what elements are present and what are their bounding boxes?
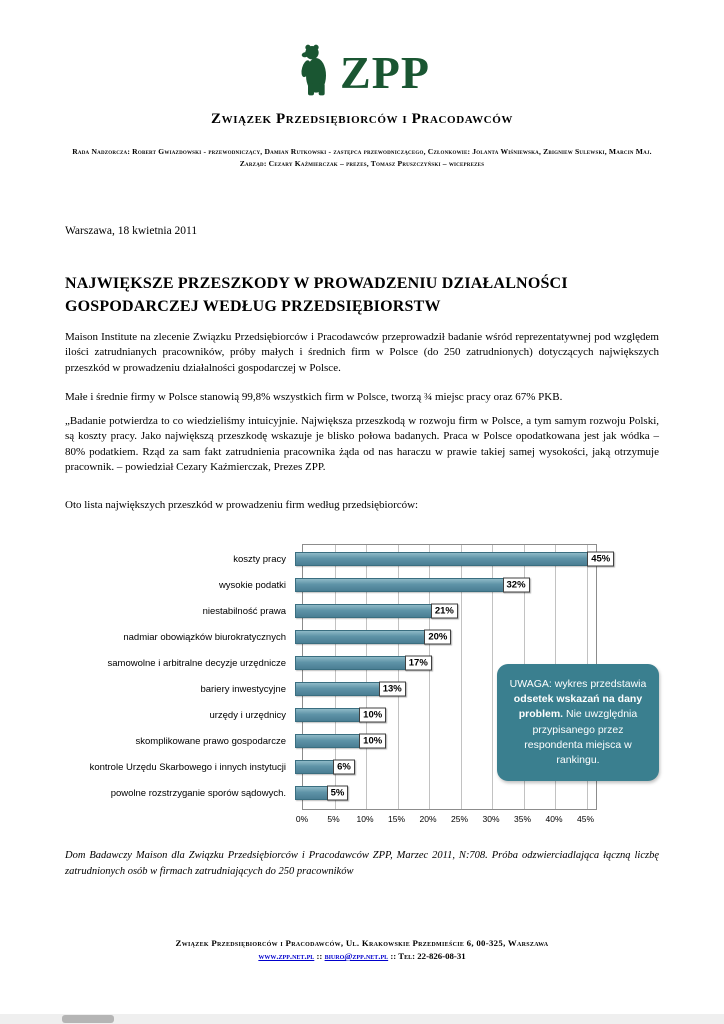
value-label: 5% [326,785,349,801]
axis-tick-label: 5% [327,814,340,824]
gridline [397,545,399,809]
footer-separator: :: [316,951,323,961]
value-label: 17% [404,655,432,671]
value-label: 20% [424,629,452,645]
chart-row: nadmiar obowiązków biurokratycznych 20% [65,624,597,650]
footer-website-link[interactable]: www.zpp.net.pl [258,951,315,961]
horizontal-scrollbar[interactable] [0,1014,724,1024]
bar [295,578,504,592]
bar-track: 5% [294,780,597,806]
category-label: urzędy i urzędnicy [209,709,286,721]
chart-row: koszty pracy 45% [65,546,615,572]
scrollbar-thumb[interactable] [62,1015,114,1023]
bar [295,630,426,644]
category-label: powolne rozstrzyganie sporów sądowych. [110,787,286,799]
bar [295,682,380,696]
organization-name: Związek Przedsiębiorców i Pracodawców [211,111,513,127]
gridline [334,545,336,809]
value-label: 10% [359,707,387,723]
bar-track: 45% [294,546,615,572]
letterhead: ZPP Związek Przedsiębiorców i Pracodawcó… [65,42,659,170]
value-label: 6% [333,759,355,775]
axis-tick-label: 40% [545,814,563,824]
gridline [460,545,462,809]
bar-track: 6% [294,754,597,780]
bar [295,708,361,722]
category-label: nadmiar obowiązków biurokratycznych [123,631,286,643]
chart-callout: UWAGA: wykres przedstawia odsetek wskaza… [497,664,659,782]
chart-row: skomplikowane prawo gospodarcze 10% [65,728,597,754]
bear-logo-icon [294,42,334,103]
bar-track: 21% [294,598,597,624]
paragraph-quote: „Badanie potwierdza to co wiedzieliśmy i… [65,415,659,474]
bar [295,760,335,774]
bar-track: 10% [294,702,597,728]
paragraph-intro: Maison Institute na zlecenie Związku Prz… [65,331,659,374]
category-label: samowolne i arbitralne decyzje urzędnicz… [107,657,286,669]
category-label: skomplikowane prawo gospodarcze [135,735,287,747]
category-label: niestabilność prawa [202,605,286,617]
chart-row: niestabilność prawa 21% [65,598,597,624]
logo-text: ZPP [340,46,430,98]
axis-tick-label: 15% [388,814,406,824]
chart-row: bariery inwestycyjne 13% [65,676,597,702]
callout-text-pre: UWAGA: wykres przedstawia [509,678,647,690]
gridline [429,545,431,809]
chart-row: urzędy i urzędnicy 10% [65,702,597,728]
zpp-logo: ZPP [65,42,659,103]
chart-row: samowolne i arbitralne decyzje urzędnicz… [65,650,597,676]
chart-row: powolne rozstrzyganie sporów sądowych. 5% [65,780,597,806]
bar [295,656,406,670]
gridline [366,545,367,809]
source-footnote: Dom Badawczy Maison dla Związku Przedsię… [65,850,659,877]
chart-axis: 0% 5% 10% 15% 20% 25% 30% 35% 40% 45% [296,814,595,830]
document-title: NAJWIĘKSZE PRZESZKODY W PROWADZENIU DZIA… [65,275,568,316]
page-footer: Związek Przedsiębiorców i Pracodawców, U… [65,938,659,961]
axis-tick-label: 45% [577,814,595,824]
axis-tick-label: 0% [295,814,309,824]
bar-track: 17% [294,650,597,676]
value-label: 45% [587,551,615,567]
chart-row: wysokie podatki 32% [65,572,597,598]
category-label: koszty pracy [233,553,286,565]
axis-tick-label: 35% [514,814,532,824]
bar [295,604,432,618]
bar [295,786,328,800]
date-line: Warszawa, 18 kwietnia 2011 [65,225,198,237]
bar-track: 32% [294,572,597,598]
category-label: wysokie podatki [218,579,286,591]
bar [295,734,361,748]
axis-tick-label: 25% [451,814,469,824]
paragraph-chart-lead: Oto lista największych przeszkód w prowa… [65,499,419,511]
axis-tick-label: 20% [419,814,437,824]
paragraph-stats: Małe i średnie firmy w Polsce stanowią 9… [65,391,563,403]
board-members-line: Rada Nadzorcza: Robert Gwiazdowski - prz… [72,147,652,169]
footer-email-link[interactable]: biuro@zpp.net.pl [324,951,389,961]
bar-track: 20% [294,624,597,650]
footer-contact-line: www.zpp.net.pl :: biuro@zpp.net.pl :: Te… [65,951,659,961]
axis-tick-label: 30% [482,814,500,824]
chart-row: kontrole Urzędu Skarbowego i innych inst… [65,754,597,780]
bar-track: 13% [294,676,597,702]
category-label: bariery inwestycyjne [200,683,286,695]
bar [295,552,589,566]
chart-rows: koszty pracy 45% wysokie podatki 32% niestab… [65,546,615,806]
value-label: 32% [502,577,530,593]
value-label: 13% [378,681,406,697]
axis-tick-label: 10% [356,814,374,824]
footer-address: Związek Przedsiębiorców i Pracodawców, U… [175,938,549,948]
bar-track: 10% [294,728,597,754]
footer-separator: :: [390,951,397,961]
chart-section: koszty pracy 45% wysokie podatki 32% niestab… [65,540,659,840]
callout-text-bold: odsetek wskazań na dany problem. [513,693,643,721]
category-label: kontrole Urzędu Skarbowego i innych inst… [89,761,286,773]
footer-phone: Tel: 22-826-08-31 [398,951,466,961]
callout-text-post: Nie uwzględnia przypisanego przez respon… [524,708,638,767]
gridline [492,545,494,809]
value-label: 10% [359,733,387,749]
value-label: 21% [430,603,458,619]
